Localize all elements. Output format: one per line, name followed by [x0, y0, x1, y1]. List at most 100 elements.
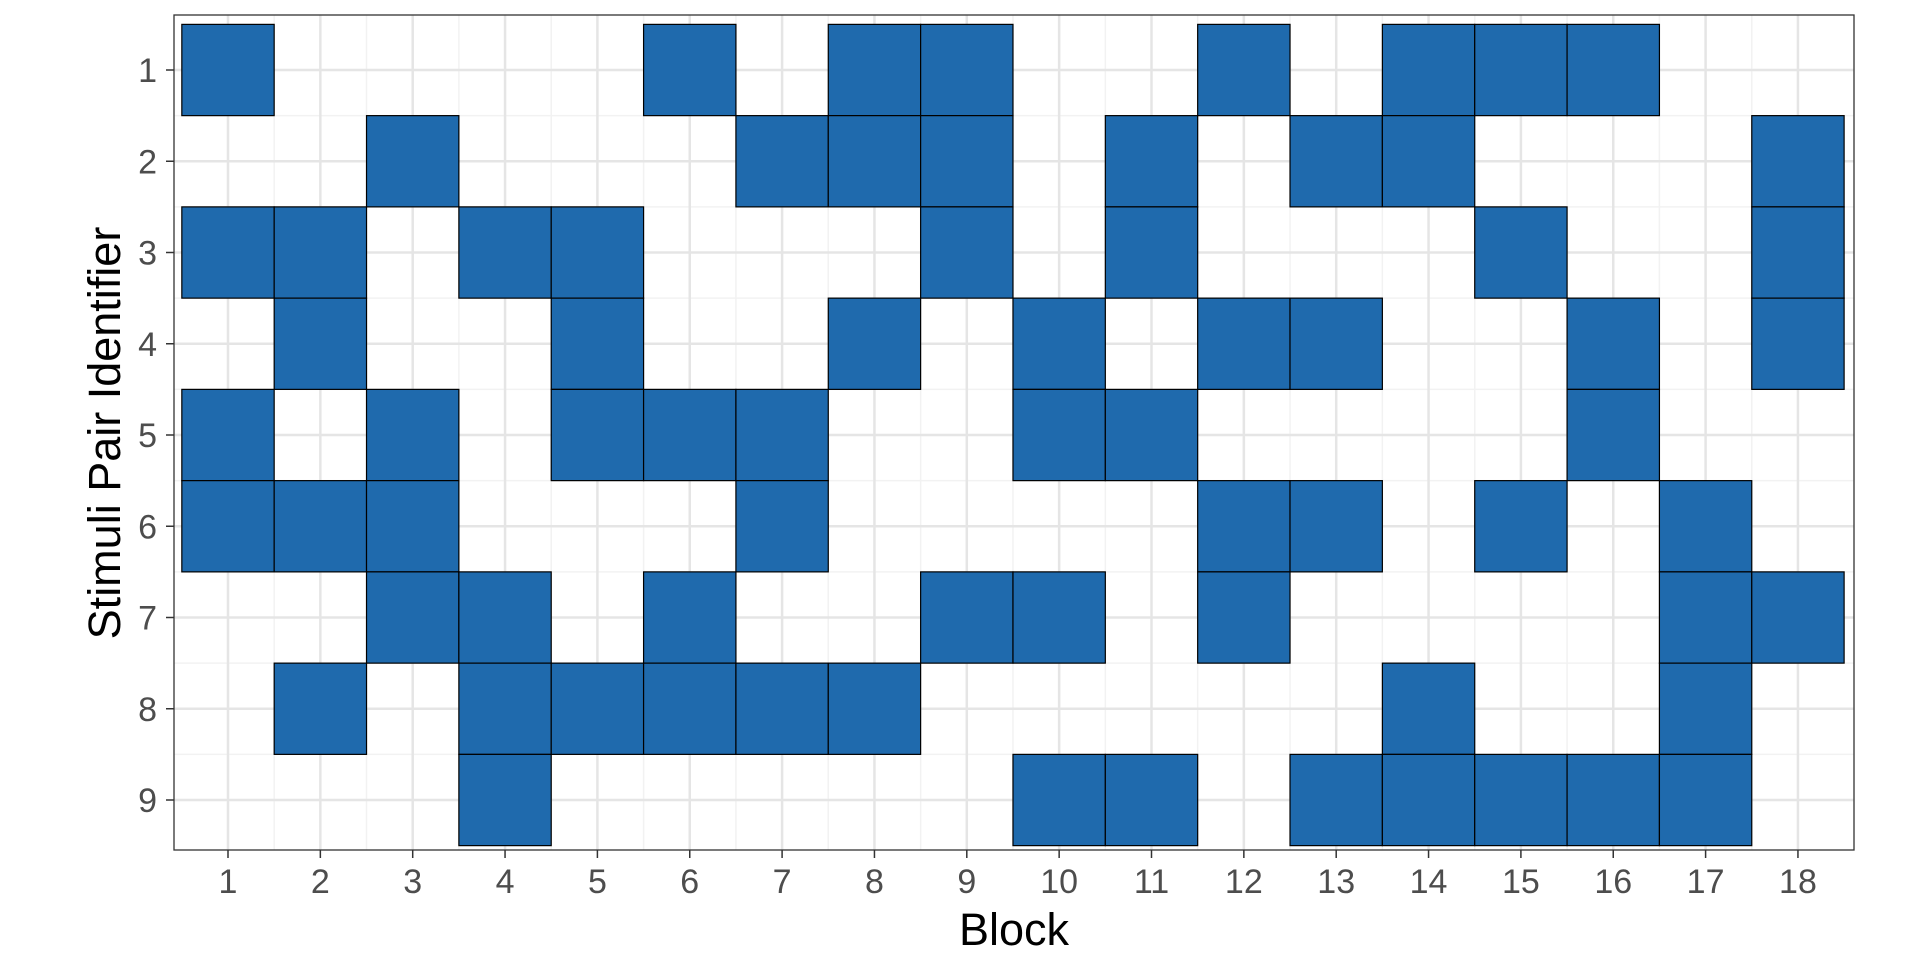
heatmap-tile — [1012, 388, 1106, 482]
heatmap-tile — [1104, 115, 1199, 208]
x-tick-label: 7 — [773, 863, 792, 901]
x-tick-label: 16 — [1594, 863, 1632, 901]
heatmap-tile — [181, 480, 275, 573]
y-axis-title: Stimuli Pair Identifier — [79, 227, 130, 640]
heatmap-tile — [735, 480, 829, 573]
x-tick-label: 10 — [1040, 863, 1078, 901]
heatmap-tile — [1751, 206, 1845, 299]
heatmap-tile — [1381, 753, 1476, 847]
heatmap-tile — [1289, 115, 1383, 208]
heatmap-tile — [1566, 753, 1661, 847]
y-tick-label: 3 — [138, 235, 157, 273]
x-axis-ticks: 1 2 3 4 5 6 7 8 9 10 11 12 13 14 15 16 17 18 — [219, 850, 1817, 901]
heatmap-tile — [181, 23, 275, 117]
x-tick-label: 14 — [1410, 863, 1448, 901]
y-tick-label: 5 — [138, 417, 157, 455]
heatmap-tile — [273, 206, 368, 299]
heatmap-tile — [735, 388, 829, 482]
heatmap-tile — [1474, 206, 1568, 299]
heatmap-tile — [827, 297, 922, 390]
heatmap-tile — [1658, 480, 1753, 573]
heatmap-tile — [642, 571, 737, 664]
y-tick-label: 4 — [138, 326, 157, 364]
x-tick-label: 3 — [403, 863, 422, 901]
heatmap-tile — [273, 297, 368, 390]
heatmap-tile — [550, 388, 645, 482]
heatmap-tile — [920, 23, 1014, 117]
heatmap-tile — [1751, 115, 1845, 208]
heatmap-tile — [642, 662, 737, 755]
heatmap-tile — [1381, 662, 1476, 755]
x-tick-label: 18 — [1779, 863, 1817, 901]
heatmap-tile — [1566, 23, 1661, 117]
x-tick-label: 11 — [1134, 863, 1169, 901]
x-tick-label: 1 — [219, 863, 238, 901]
heatmap-tile — [1658, 753, 1753, 847]
y-tick-label: 6 — [138, 508, 157, 546]
heatmap-tile — [1289, 753, 1383, 847]
heatmap-tile — [827, 662, 922, 755]
heatmap-tile — [642, 388, 737, 482]
heatmap-tile — [1104, 753, 1199, 847]
heatmap-tile — [1197, 571, 1291, 664]
heatmap-tile — [1751, 297, 1845, 390]
heatmap-tile — [1104, 388, 1199, 482]
x-tick-label: 4 — [496, 863, 515, 901]
heatmap-tile — [1751, 571, 1845, 664]
heatmap-tile — [365, 388, 460, 482]
heatmap-tile — [1566, 297, 1661, 390]
heatmap-tile — [920, 206, 1014, 299]
heatmap-tile — [550, 662, 645, 755]
heatmap-tile — [920, 115, 1014, 208]
heatmap-tile — [1289, 480, 1383, 573]
heatmap-tile — [550, 206, 645, 299]
x-tick-label: 12 — [1225, 863, 1263, 901]
heatmap-tile — [1197, 23, 1291, 117]
heatmap-tile — [1658, 571, 1753, 664]
heatmap-tile — [1658, 662, 1753, 755]
heatmap-tile — [1012, 753, 1106, 847]
x-tick-label: 13 — [1317, 863, 1355, 901]
heatmap-tile — [1474, 753, 1568, 847]
y-tick-label: 2 — [138, 143, 157, 181]
x-tick-label: 9 — [957, 863, 976, 901]
heatmap-tile — [458, 753, 552, 847]
heatmap-tile — [827, 23, 922, 117]
heatmap-tile — [1012, 297, 1106, 390]
heatmap-tile — [1381, 23, 1476, 117]
y-tick-label: 8 — [138, 691, 157, 729]
x-tick-label: 2 — [311, 863, 330, 901]
heatmap-tile — [1381, 115, 1476, 208]
heatmap-tile — [365, 571, 460, 664]
y-tick-label: 1 — [138, 52, 157, 90]
heatmap-tile — [642, 23, 737, 117]
x-axis-title: Block — [959, 904, 1070, 955]
y-axis-ticks: 1 2 3 4 5 6 7 8 9 — [138, 52, 174, 820]
heatmap-tile — [458, 571, 552, 664]
heatmap-tile — [181, 206, 275, 299]
heatmap-tile — [273, 662, 368, 755]
tiles — [181, 23, 1845, 847]
heatmap-tile — [273, 480, 368, 573]
y-tick-label: 7 — [138, 600, 157, 638]
heatmap-tile — [1474, 23, 1568, 117]
y-tick-label: 9 — [138, 782, 157, 820]
heatmap-tile — [1104, 206, 1199, 299]
heatmap-tile — [1012, 571, 1106, 664]
x-tick-label: 15 — [1502, 863, 1540, 901]
heatmap-tile — [1289, 297, 1383, 390]
heatmap-tile — [1566, 388, 1661, 482]
heatmap-tile — [827, 115, 922, 208]
x-tick-label: 5 — [588, 863, 607, 901]
heatmap-tile — [1197, 297, 1291, 390]
heatmap-tile — [365, 115, 460, 208]
heatmap-tile — [920, 571, 1014, 664]
heatmap-tile — [181, 388, 275, 482]
heatmap-tile — [735, 662, 829, 755]
heatmap-tile — [735, 115, 829, 208]
x-tick-label: 8 — [865, 863, 884, 901]
heatmap-tile — [1474, 480, 1568, 573]
heatmap-tile — [365, 480, 460, 573]
x-tick-label: 6 — [680, 863, 699, 901]
